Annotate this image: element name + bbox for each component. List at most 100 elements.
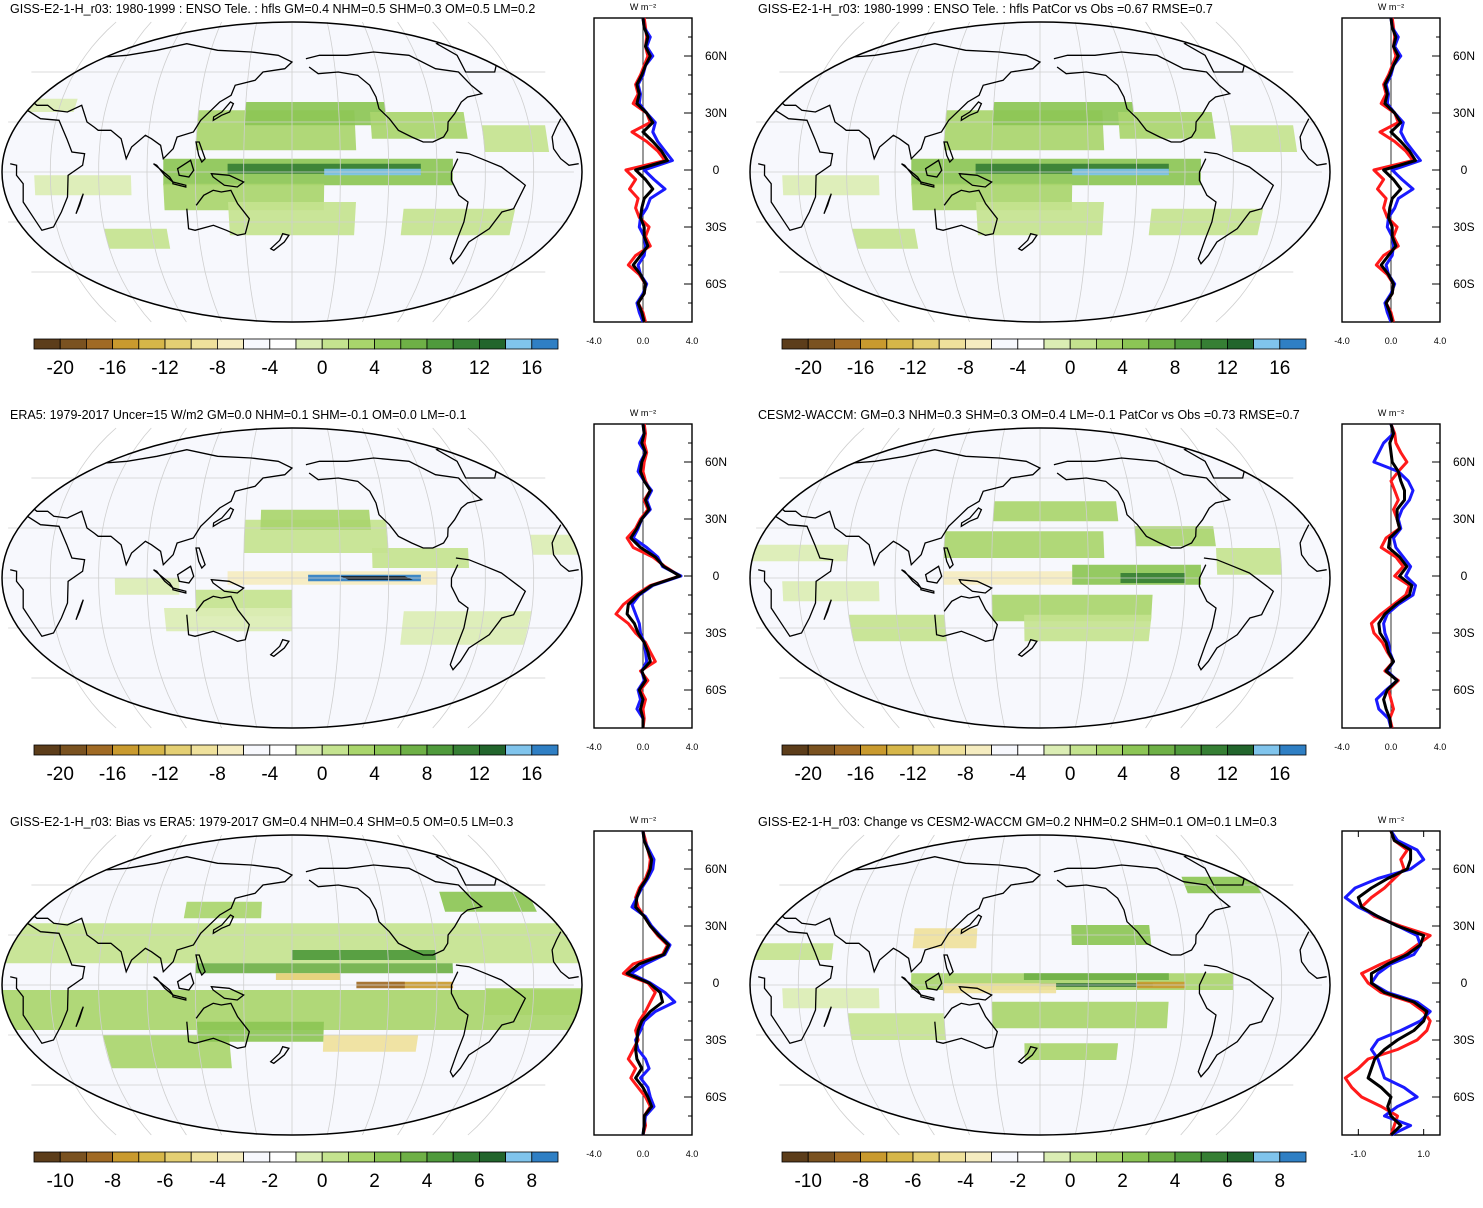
coastline-island: [943, 547, 954, 570]
x-tick-label: 0.0: [1385, 336, 1398, 346]
panel-title: ERA5: 1979-2017 Uncer=15 W/m2 GM=0.0 NHM…: [10, 408, 467, 422]
anomaly-patch: [1229, 125, 1298, 152]
coastline-africa: [10, 109, 86, 232]
coastline-europe-asia: [760, 43, 1042, 161]
colorbar-swatch: [807, 1151, 835, 1163]
coastline-island: [901, 569, 922, 589]
colorbar-tick-label: -12: [899, 764, 926, 785]
world-map: [1, 21, 583, 323]
lat-tick-label: 0: [1461, 163, 1468, 177]
colorbar-tick-label: 0: [317, 764, 328, 785]
coastline-island: [958, 172, 993, 188]
colorbar-swatch: [138, 1151, 166, 1163]
colorbar-tick-label: -8: [104, 1171, 121, 1192]
coastline-island: [176, 159, 195, 178]
colorbar-swatch: [112, 1151, 140, 1163]
x-tick-label: -4.0: [586, 336, 602, 346]
coastline-island: [823, 193, 832, 214]
colorbar-tick-label: -20: [46, 764, 73, 785]
longitude-line: [991, 21, 1006, 323]
longitude-line: [243, 427, 258, 729]
colorbar-swatch: [347, 1151, 375, 1163]
colorbar-tick-label: 4: [369, 764, 380, 785]
coastline-island: [176, 565, 195, 584]
lat-tick-label: 30N: [1453, 106, 1475, 120]
colorbar-swatch: [190, 1151, 218, 1163]
colorbar-swatch: [1200, 1151, 1228, 1163]
colorbar-swatch: [781, 338, 809, 350]
colorbar-swatch: [426, 744, 454, 756]
coastline-south-america: [1197, 151, 1275, 265]
longitude-line: [146, 834, 187, 1136]
panel-cesm2-waccm: CESM2-WACCM: GM=0.3 NHM=0.3 SHM=0.3 OM=0…: [748, 406, 1483, 801]
coastline-island: [195, 141, 206, 164]
colorbar-tick-label: -8: [209, 358, 226, 379]
colorbar-swatch: [1279, 338, 1307, 350]
colorbar-tick-label: -20: [46, 358, 73, 379]
profile-line-blue: [629, 830, 677, 1136]
colorbar-swatch: [374, 1151, 402, 1163]
coastline-island: [823, 599, 832, 620]
coastline-island: [172, 587, 187, 594]
colorbar-swatch: [860, 1151, 888, 1163]
coastline-island: [901, 976, 922, 996]
coastline-south-america: [1197, 557, 1275, 671]
colorbar-swatch: [991, 744, 1019, 756]
colorbar-swatch: [781, 1151, 809, 1163]
coastline-australia: [186, 595, 251, 642]
colorbar-swatch: [243, 744, 271, 756]
colorbar-swatch: [834, 744, 862, 756]
colorbar-swatch: [860, 744, 888, 756]
colorbar-tick-label: -16: [99, 764, 126, 785]
colorbar-tick-label: -4: [957, 1171, 974, 1192]
colorbar-swatch: [1122, 338, 1150, 350]
colorbar-swatch: [400, 744, 428, 756]
colorbar-swatch: [964, 1151, 992, 1163]
colorbar-tick-label: 4: [1170, 1171, 1181, 1192]
lat-tick-label: 60S: [1453, 277, 1474, 291]
colorbar-swatch: [531, 744, 559, 756]
graticule: [750, 21, 1322, 323]
zonal-mean-profile: W m⁻² 60N 30N 0 30S 60S -1.0 1.0: [1341, 815, 1475, 1159]
coastline-island: [210, 578, 245, 594]
colorbar-tick-label: 16: [521, 764, 542, 785]
colorbar-swatch: [478, 1151, 506, 1163]
map-border: [1, 21, 583, 323]
colorbar-swatch: [1174, 338, 1202, 350]
coastline-north-america: [305, 864, 484, 956]
colorbar-swatch: [1174, 744, 1202, 756]
anomaly-patch: [102, 1035, 232, 1069]
anomaly-patch: [370, 112, 468, 139]
colorbar-swatch: [1043, 744, 1071, 756]
colorbar-swatch: [86, 744, 114, 756]
profile-unit-label: W m⁻²: [630, 2, 656, 12]
x-tick-label: -4.0: [1334, 336, 1350, 346]
profile-line-black: [1379, 17, 1417, 323]
coastline-island: [269, 232, 290, 252]
coastline-island: [153, 976, 174, 996]
colorbar-tick-label: 8: [422, 764, 433, 785]
anomaly-patch: [1023, 973, 1169, 980]
colorbar-swatch: [1279, 1151, 1307, 1163]
longitude-line: [1145, 427, 1186, 729]
lat-tick-label: 60S: [705, 277, 726, 291]
longitude-line: [1145, 21, 1186, 323]
x-tick-label: -4.0: [586, 1149, 602, 1159]
coastline-island: [920, 587, 935, 594]
colorbar-tick-label: -16: [847, 764, 874, 785]
colorbar-tick-label: 2: [369, 1171, 380, 1192]
zonal-mean-profile: W m⁻² 60N 30N 0 30S 60S -4.0 0.0 4.0: [586, 408, 727, 752]
coastline-africa: [10, 922, 86, 1045]
anomaly-patch: [991, 594, 1153, 622]
colorbar-swatch: [505, 338, 533, 350]
colorbar-tick-label: -8: [209, 764, 226, 785]
colorbar-tick-label: -8: [852, 1171, 869, 1192]
x-tick-label: 0.0: [637, 336, 650, 346]
coastline-south-america: [449, 964, 527, 1078]
anomaly-patch: [322, 1035, 419, 1052]
lat-tick-label: 30S: [705, 220, 726, 234]
coastline-island: [75, 1006, 84, 1027]
coastline-africa: [758, 109, 834, 232]
coastline-australia: [934, 189, 999, 236]
lat-tick-label: 0: [1461, 569, 1468, 583]
